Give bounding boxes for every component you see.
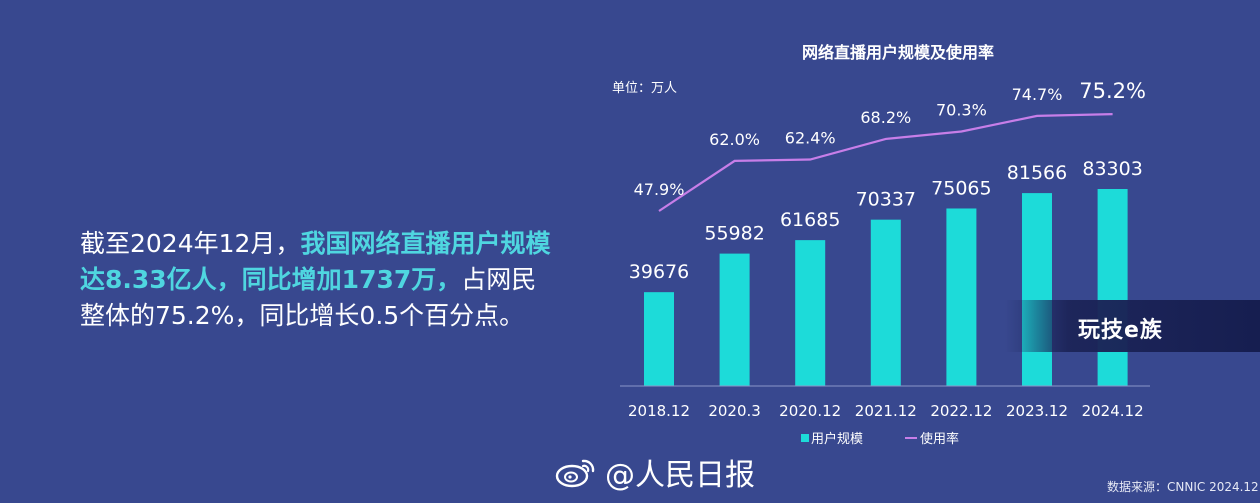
legend-bar-swatch <box>801 434 809 442</box>
bar-value-label: 75065 <box>931 177 991 199</box>
watermark: 玩技e族 <box>1078 318 1163 343</box>
unit-label: 单位：万人 <box>612 81 677 96</box>
bar-value-label: 81566 <box>1007 162 1067 184</box>
rate-value-label: 74.7% <box>1012 85 1063 104</box>
bar-value-label: 83303 <box>1082 158 1142 180</box>
watermark-band <box>1005 300 1260 352</box>
legend-line-label: 使用率 <box>920 431 959 447</box>
rate-value-label: 70.3% <box>936 100 987 119</box>
chart-title: 网络直播用户规模及使用率 <box>802 43 994 62</box>
data-source: 数据来源：CNNIC 2024.12 <box>1107 480 1259 494</box>
rate-value-label: 75.2% <box>1079 79 1146 103</box>
summary-part1: 截至2024年12月， <box>80 229 301 258</box>
bar <box>719 253 750 386</box>
rate-line <box>658 113 1113 212</box>
x-tick-group: 2018.12 2020.3 2020.12 2021.12 2022.12 2023.1… <box>628 402 1144 420</box>
bar <box>1022 193 1052 386</box>
legend: 用户规模 使用率 <box>801 431 959 447</box>
bar <box>644 292 674 386</box>
x-tick-label: 2023.12 <box>1006 402 1068 420</box>
legend-bar-label: 用户规模 <box>811 431 863 447</box>
summary-text: 截至2024年12月，我国网络直播用户规模达8.33亿人，同比增加1737万，占… <box>80 226 560 334</box>
rate-value-label: 47.9% <box>634 180 685 199</box>
bar-value-label: 39676 <box>629 261 689 283</box>
bar <box>795 240 826 386</box>
rate-value-label: 62.4% <box>785 129 836 148</box>
bar <box>870 219 901 386</box>
footer: @人民日报 <box>555 450 755 494</box>
x-tick-label: 2020.3 <box>708 402 761 420</box>
bar-group <box>644 189 1128 386</box>
rate-label-group: 47.9% 62.0% 62.4% 68.2% 70.3% 74.7% 75.2% <box>634 79 1146 199</box>
bar-value-label: 55982 <box>704 223 764 245</box>
summary-highlight: 我国网络直播用户规模达8.33亿人，同比增加1737万， <box>80 229 551 294</box>
bar <box>946 208 977 386</box>
x-tick-label: 2024.12 <box>1082 402 1144 420</box>
bar-value-label: 61685 <box>780 209 840 231</box>
bar <box>1097 189 1128 386</box>
x-tick-label: 2022.12 <box>930 402 992 420</box>
bar-label-group: 39676 55982 61685 70337 75065 81566 83303 <box>629 158 1143 283</box>
x-tick-label: 2021.12 <box>855 402 917 420</box>
x-tick-label: 2018.12 <box>628 402 690 420</box>
rate-value-label: 62.0% <box>709 130 760 149</box>
summary-part3: 占网民整体的75.2%，同比增长0.5个百分点。 <box>80 265 537 330</box>
x-tick-label: 2020.12 <box>779 402 841 420</box>
bar-value-label: 70337 <box>856 189 916 211</box>
weibo-logo-icon <box>555 459 595 488</box>
footer-text: @人民日报 <box>605 458 755 493</box>
rate-value-label: 68.2% <box>860 108 911 127</box>
